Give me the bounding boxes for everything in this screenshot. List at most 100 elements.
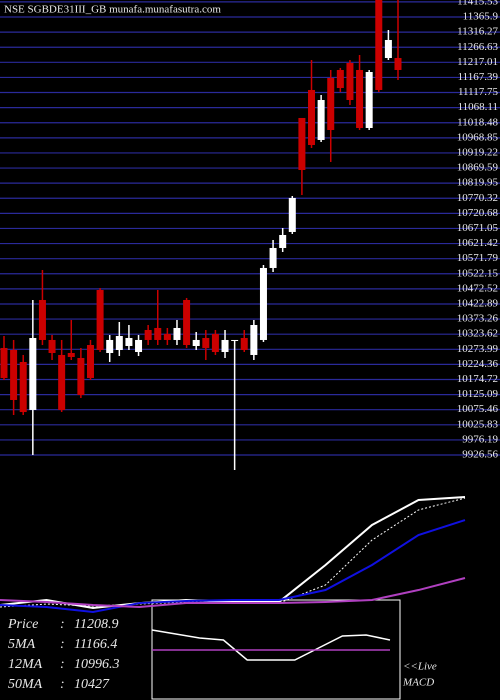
y-tick-label: 10770.32 [457, 192, 498, 204]
candle-body [48, 339, 56, 354]
candle-body [308, 89, 316, 146]
stat-label: Price [7, 617, 38, 632]
macd-label: <<Live [403, 661, 437, 673]
indicator-line [0, 519, 466, 614]
candle-body [38, 299, 46, 340]
y-tick-label: 10075.46 [457, 403, 499, 415]
y-tick-label: 10671.05 [457, 222, 499, 234]
y-tick-label: 11167.39 [458, 71, 499, 83]
y-tick-label: 11266.63 [457, 41, 498, 53]
stat-value: 10427 [74, 677, 110, 692]
candle-body [365, 72, 373, 128]
y-tick-label: 10323.62 [457, 328, 498, 340]
candle-body [19, 361, 27, 413]
stat-sep: : [60, 677, 65, 692]
macd-line [151, 629, 391, 661]
y-tick-label: 10571.79 [457, 252, 499, 264]
stat-sep: : [60, 657, 65, 672]
candle-body [86, 344, 94, 378]
stat-text: Price:11208.9 [7, 617, 118, 632]
candle-body [192, 339, 200, 347]
y-tick-label: 11068.11 [458, 101, 498, 113]
indicator-line [0, 577, 466, 608]
candle-body [0, 347, 8, 378]
y-tick-label: 10125.09 [457, 388, 499, 400]
candle-body [298, 117, 306, 170]
stat-text: 12MA:10996.3 [8, 657, 120, 672]
y-tick-label: 10869.59 [457, 162, 499, 174]
y-tick-label: 10621.42 [457, 237, 498, 249]
stat-value: 10996.3 [74, 657, 120, 672]
candle-body [10, 349, 18, 400]
candle-body [279, 234, 287, 248]
y-tick-label: 10720.68 [457, 207, 499, 219]
y-tick-label: 10373.26 [457, 313, 499, 325]
y-tick-label: 10919.22 [457, 146, 498, 158]
y-tick-label: 10819.95 [457, 177, 499, 189]
candle-body [336, 69, 344, 89]
candle-body [115, 335, 123, 350]
candle-body [135, 339, 143, 352]
candle-body [58, 354, 66, 410]
stat-sep: : [60, 617, 65, 632]
candle-body [144, 329, 152, 340]
candle-body [106, 339, 114, 354]
candle-body [346, 62, 354, 100]
y-tick-label: 11117.75 [458, 86, 499, 98]
grid [0, 1, 500, 456]
candle-body [250, 325, 258, 355]
y-tick-label: 10968.85 [457, 131, 499, 143]
candle-body [317, 99, 325, 140]
candle-body [163, 333, 171, 340]
y-tick-label: 10422.89 [457, 298, 499, 310]
candle-body [211, 333, 219, 352]
stat-text: 5MA:11166.4 [8, 637, 117, 652]
y-tick-label: 9926.56 [462, 449, 498, 461]
candle-body [231, 339, 239, 341]
y-tick-label: 11415.53 [457, 0, 498, 7]
candle-body [327, 77, 335, 131]
stat-text: 50MA:10427 [8, 677, 110, 692]
candle-body [173, 327, 181, 340]
candle-body [384, 39, 392, 59]
macd-label: MACD [402, 677, 434, 689]
candle-body [67, 353, 75, 357]
candle-body [356, 69, 364, 128]
stat-value: 11166.4 [74, 637, 117, 652]
candle-body [125, 337, 133, 347]
y-tick-label: 11316.27 [457, 26, 498, 38]
y-tick-label: 10025.83 [457, 418, 499, 430]
y-tick-label: 10522.15 [457, 267, 499, 279]
stat-label: 5MA [8, 637, 36, 652]
candle-body [259, 267, 267, 340]
stat-value: 11208.9 [74, 617, 118, 632]
candle-body [202, 337, 210, 348]
indicator-line [0, 495, 466, 609]
y-tick-label: 9976.19 [462, 433, 498, 445]
candle-body [154, 327, 162, 340]
y-tick-label: 10224.36 [457, 358, 499, 370]
chart-title: NSE SGBDE31III_GB munafa.munafasutra.com [4, 4, 221, 16]
candle-body [269, 247, 277, 268]
stat-sep: : [60, 637, 65, 652]
candle-body [240, 337, 248, 350]
candle-body [77, 357, 85, 395]
candle-body [221, 339, 229, 352]
y-tick-label: 10273.99 [457, 343, 499, 355]
y-tick-label: 11365.9 [463, 11, 499, 23]
y-tick-label: 11018.48 [457, 116, 498, 128]
y-tick-label: 10472.52 [457, 282, 498, 294]
candle-body [394, 58, 402, 70]
candle-body [288, 197, 296, 232]
y-tick-label: 10174.72 [457, 373, 498, 385]
stat-label: 12MA [8, 657, 43, 672]
candle-body [96, 289, 104, 350]
stat-label: 50MA [8, 677, 43, 692]
candle-body [375, 0, 383, 90]
candle-body [183, 299, 191, 345]
candle-body [29, 337, 37, 410]
indicator-line [0, 497, 466, 608]
y-tick-label: 11217.01 [457, 56, 498, 68]
